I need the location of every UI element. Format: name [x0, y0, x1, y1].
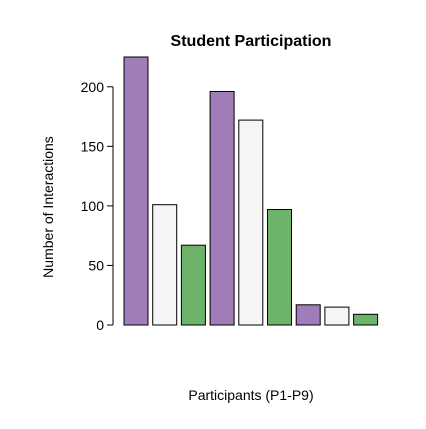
bar-p9 [353, 313, 379, 326]
bar-p7 [295, 304, 321, 326]
bars [123, 56, 379, 326]
bar-p6 [267, 209, 292, 326]
bar-p4 [209, 91, 235, 326]
y-axis: 0 50 100 150 200 [81, 79, 114, 333]
y-tick-label: 50 [88, 257, 104, 273]
bar-p5 [238, 119, 264, 326]
bar-p2 [152, 204, 178, 326]
y-axis-label: Number of Interactions [40, 136, 56, 278]
y-tick-label: 150 [81, 138, 105, 154]
y-tick-label: 0 [96, 317, 104, 333]
bar-p3 [180, 244, 206, 326]
y-tick-label: 100 [81, 198, 105, 214]
y-tick-label: 200 [81, 79, 105, 95]
bar-p1 [123, 56, 149, 326]
x-axis-label: Participants (P1-P9) [188, 387, 313, 403]
bar-p8 [324, 306, 350, 326]
chart-title: Student Participation [171, 33, 332, 50]
